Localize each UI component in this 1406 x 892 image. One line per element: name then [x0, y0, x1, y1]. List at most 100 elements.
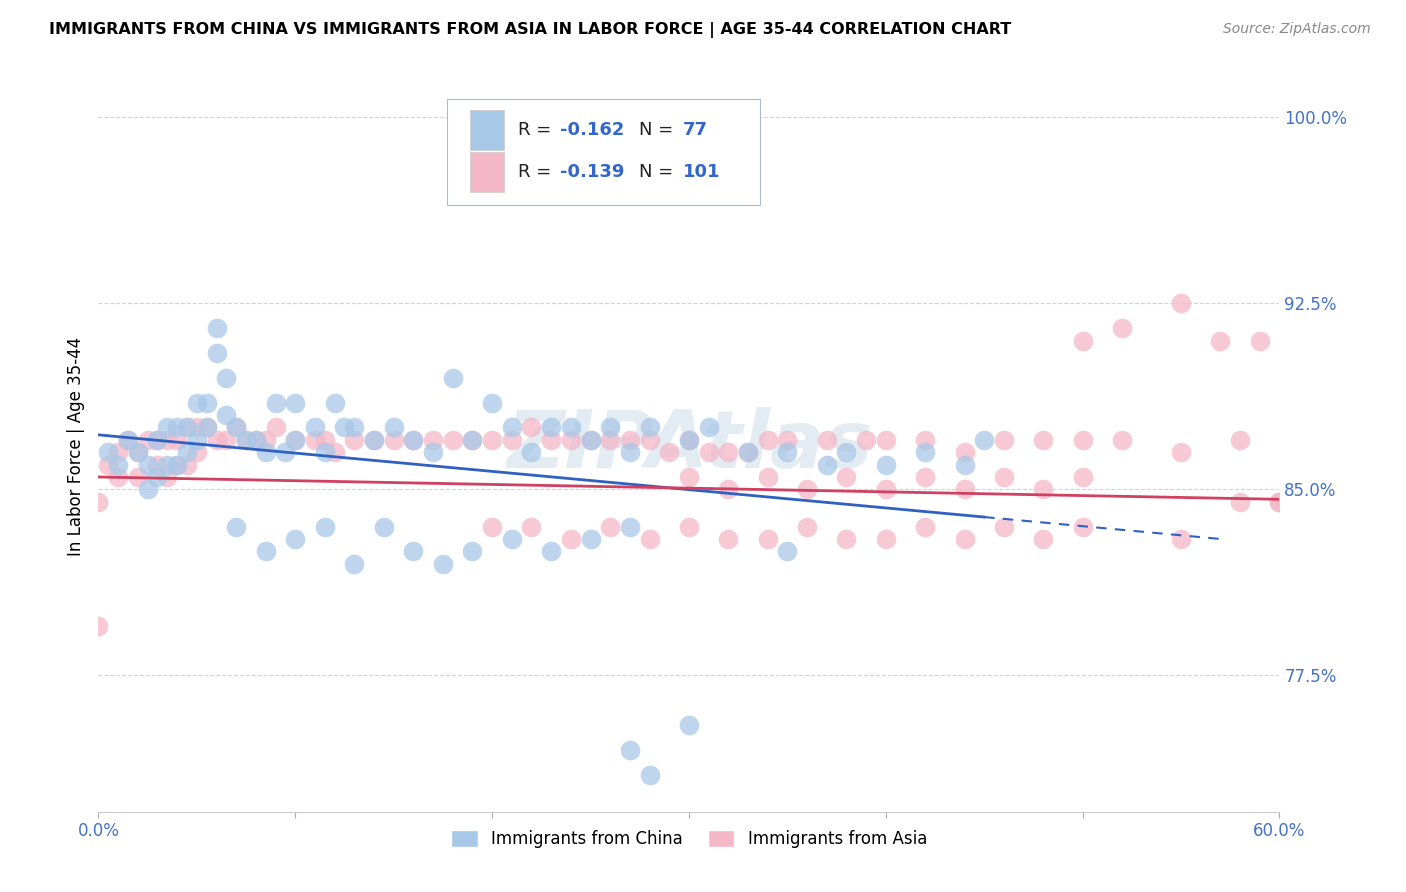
Point	[107, 470, 129, 484]
Point	[195, 420, 218, 434]
Point	[914, 519, 936, 533]
Point	[520, 445, 543, 459]
Point	[146, 433, 169, 447]
Point	[619, 519, 641, 533]
Text: IMMIGRANTS FROM CHINA VS IMMIGRANTS FROM ASIA IN LABOR FORCE | AGE 35-44 CORRELA: IMMIGRANTS FROM CHINA VS IMMIGRANTS FROM…	[49, 22, 1011, 38]
Point	[560, 420, 582, 434]
Point	[87, 619, 110, 633]
Point	[274, 445, 297, 459]
Point	[166, 458, 188, 472]
Point	[875, 458, 897, 472]
Point	[235, 433, 257, 447]
Point	[1032, 433, 1054, 447]
Point	[107, 445, 129, 459]
Point	[195, 395, 218, 409]
Point	[481, 519, 503, 533]
Point	[638, 433, 661, 447]
Point	[658, 445, 681, 459]
Point	[215, 371, 238, 385]
Point	[314, 519, 336, 533]
Point	[156, 458, 179, 472]
Point	[225, 420, 247, 434]
Point	[166, 433, 188, 447]
Point	[579, 532, 602, 546]
Point	[914, 433, 936, 447]
Point	[205, 433, 228, 447]
Point	[402, 433, 425, 447]
Point	[756, 433, 779, 447]
Point	[973, 433, 995, 447]
Point	[1268, 495, 1291, 509]
Point	[737, 445, 759, 459]
Text: N =: N =	[640, 162, 679, 181]
Text: -0.139: -0.139	[560, 162, 624, 181]
Point	[776, 433, 799, 447]
Point	[756, 532, 779, 546]
Point	[284, 395, 307, 409]
Point	[422, 433, 444, 447]
Point	[215, 408, 238, 422]
Point	[481, 433, 503, 447]
Point	[254, 544, 277, 558]
Point	[717, 445, 740, 459]
Point	[678, 470, 700, 484]
Point	[776, 445, 799, 459]
Point	[835, 532, 858, 546]
Point	[156, 420, 179, 434]
Text: N =: N =	[640, 121, 679, 139]
Point	[953, 445, 976, 459]
Point	[205, 346, 228, 360]
Text: R =: R =	[517, 162, 557, 181]
Point	[501, 433, 523, 447]
Point	[1071, 519, 1094, 533]
Point	[146, 470, 169, 484]
Point	[284, 433, 307, 447]
Text: R =: R =	[517, 121, 557, 139]
Point	[1071, 433, 1094, 447]
Point	[796, 483, 818, 497]
Point	[166, 458, 188, 472]
Point	[146, 458, 169, 472]
Point	[1071, 470, 1094, 484]
Point	[678, 718, 700, 732]
Point	[1229, 433, 1251, 447]
Point	[254, 445, 277, 459]
Point	[579, 433, 602, 447]
Point	[560, 433, 582, 447]
Point	[245, 433, 267, 447]
Point	[953, 483, 976, 497]
Point	[835, 470, 858, 484]
Point	[461, 433, 484, 447]
Point	[402, 433, 425, 447]
Point	[540, 420, 562, 434]
Point	[756, 470, 779, 484]
Point	[107, 458, 129, 472]
Point	[815, 458, 838, 472]
Point	[678, 433, 700, 447]
Point	[176, 458, 198, 472]
Point	[264, 395, 287, 409]
Point	[1111, 321, 1133, 335]
Point	[166, 420, 188, 434]
Point	[560, 532, 582, 546]
Point	[363, 433, 385, 447]
Point	[914, 445, 936, 459]
Point	[737, 445, 759, 459]
Point	[1229, 495, 1251, 509]
Point	[382, 433, 405, 447]
Point	[953, 458, 976, 472]
Y-axis label: In Labor Force | Age 35-44: In Labor Force | Age 35-44	[66, 336, 84, 556]
Point	[619, 433, 641, 447]
Point	[540, 544, 562, 558]
Point	[619, 445, 641, 459]
Point	[461, 544, 484, 558]
FancyBboxPatch shape	[447, 99, 759, 204]
Point	[855, 433, 877, 447]
Point	[599, 519, 621, 533]
Point	[796, 519, 818, 533]
Point	[176, 420, 198, 434]
Point	[717, 483, 740, 497]
Point	[1032, 532, 1054, 546]
Point	[1209, 334, 1232, 348]
Point	[333, 420, 356, 434]
